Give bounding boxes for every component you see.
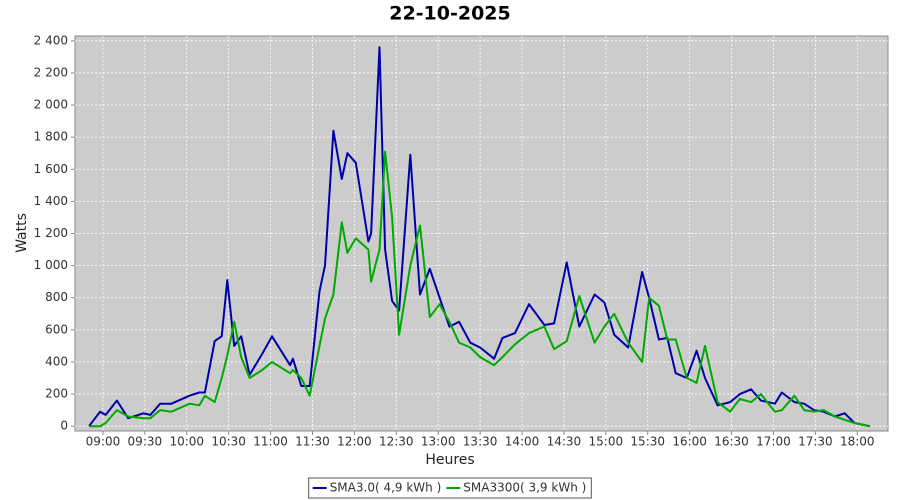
x-tick-label: 12:30: [379, 435, 414, 449]
x-tick-label: 15:00: [589, 435, 624, 449]
x-tick-label: 12:00: [337, 435, 372, 449]
x-tick-label: 11:00: [253, 435, 288, 449]
x-tick-label: 10:30: [211, 435, 246, 449]
x-tick-label: 09:00: [86, 435, 121, 449]
y-axis-label: Watts: [14, 213, 30, 253]
series-line: [89, 150, 871, 428]
y-tick-label: 0: [60, 419, 68, 433]
legend: SMA3.0( 4,9 kWh ) SMA3300( 3,9 kWh ): [308, 477, 592, 499]
y-tick-label: 1 200: [34, 226, 68, 240]
x-tick-label: 18:00: [840, 435, 875, 449]
x-tick-label: 17:00: [756, 435, 791, 449]
y-tick-label: 1 800: [34, 130, 68, 144]
x-tick-label: 17:30: [798, 435, 833, 449]
chart-title: 22-10-2025: [389, 3, 511, 25]
y-tick-label: 1 000: [34, 258, 68, 272]
y-tick-label: 2 400: [34, 33, 68, 47]
x-tick-label: 13:30: [463, 435, 498, 449]
y-tick-label: 2 200: [34, 65, 68, 79]
y-tick-label: 400: [45, 354, 68, 368]
x-tick-label: 14:30: [547, 435, 582, 449]
y-tick-label: 1 600: [34, 162, 68, 176]
x-tick-label: 14:00: [505, 435, 540, 449]
y-tick-label: 1 400: [34, 194, 68, 208]
x-tick-label: 16:30: [714, 435, 749, 449]
x-tick-label: 16:00: [672, 435, 707, 449]
y-tick-label: 600: [45, 322, 68, 336]
x-tick-label: 09:30: [128, 435, 163, 449]
x-axis-label: Heures: [425, 452, 474, 468]
legend-label: SMA3.0( 4,9 kWh ): [330, 481, 442, 495]
x-tick-label: 11:30: [295, 435, 330, 449]
y-tick-label: 800: [45, 290, 68, 304]
y-tick-label: 2 000: [34, 98, 68, 112]
x-tick-label: 15:30: [630, 435, 665, 449]
x-tick-label: 13:00: [421, 435, 456, 449]
series-line: [88, 46, 871, 428]
y-tick-label: 200: [45, 387, 68, 401]
x-tick-label: 10:00: [169, 435, 204, 449]
legend-label: SMA3300( 3,9 kWh ): [463, 481, 586, 495]
